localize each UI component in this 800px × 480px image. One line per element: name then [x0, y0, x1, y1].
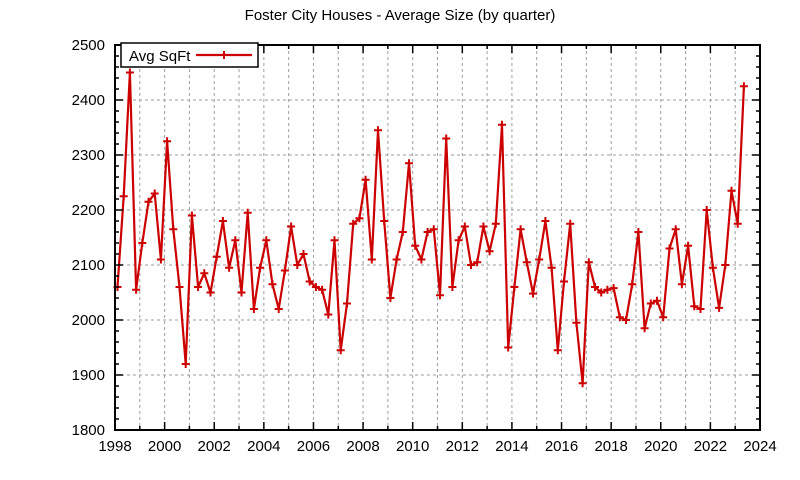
data-series-avg-sqft — [113, 68, 748, 388]
chart-title: Foster City Houses - Average Size (by qu… — [244, 7, 556, 24]
x-tick-label: 2024 — [743, 438, 776, 455]
y-tick-label: 2200 — [72, 202, 105, 219]
x-tick-label: 2008 — [346, 438, 379, 455]
legend-label: Avg SqFt — [129, 48, 191, 65]
x-tick-label: 2000 — [148, 438, 181, 455]
y-tick-label: 2500 — [72, 37, 105, 54]
x-tick-label: 2020 — [644, 438, 677, 455]
x-tick-label: 2004 — [247, 438, 280, 455]
y-tick-label: 2100 — [72, 257, 105, 274]
legend-box — [120, 42, 259, 68]
series-plus-markers — [113, 68, 748, 388]
x-tick-label: 2016 — [545, 438, 578, 455]
x-tick-label: 1998 — [98, 438, 131, 455]
y-tick-label: 2000 — [72, 312, 105, 329]
x-tick-label: 2022 — [694, 438, 727, 455]
x-tick-label: 2018 — [594, 438, 627, 455]
y-tick-label: 1800 — [72, 422, 105, 439]
y-tick-label: 2300 — [72, 147, 105, 164]
x-tick-label: 2010 — [396, 438, 429, 455]
axes-layer: 1998 2000 2002 2004 2006 2008 2010 2012 2014 2016… — [72, 37, 777, 455]
legend-line-sample-icon — [196, 51, 252, 59]
series-line — [116, 71, 745, 385]
x-tick-label: 2012 — [446, 438, 479, 455]
x-tick-label: 2002 — [198, 438, 231, 455]
legend-sample-plus-icon — [220, 51, 228, 59]
y-tick-label: 1900 — [72, 367, 105, 384]
x-tick-label: 2006 — [297, 438, 330, 455]
legend: Avg SqFt — [120, 42, 259, 68]
y-tick-label: 2400 — [72, 92, 105, 109]
grid-layer — [115, 45, 760, 430]
x-tick-label: 2014 — [495, 438, 528, 455]
